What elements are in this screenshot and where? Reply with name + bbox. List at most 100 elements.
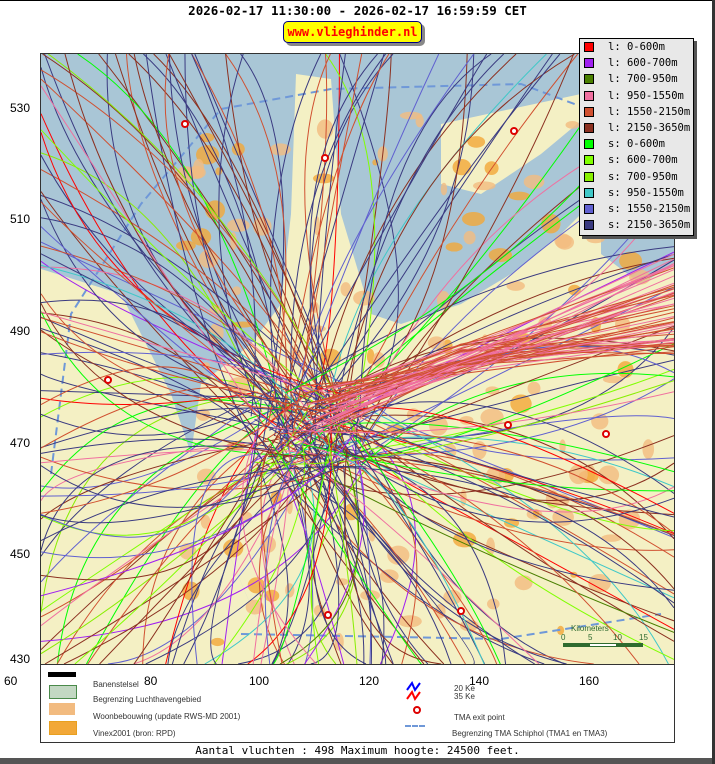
flight-track xyxy=(167,422,358,664)
tma-exit-icon xyxy=(413,706,421,714)
urban-area xyxy=(270,143,291,156)
urban-area xyxy=(602,375,624,384)
tma-exit-point xyxy=(324,611,332,619)
flight-track xyxy=(264,431,312,664)
flight-track xyxy=(260,408,291,664)
x-tick: 60 xyxy=(4,674,18,688)
legend-swatch xyxy=(584,171,594,182)
flight-track xyxy=(299,445,475,664)
flight-track xyxy=(63,396,345,664)
flight-track xyxy=(326,433,358,664)
y-tick: 450 xyxy=(10,547,31,561)
tma-exit-point xyxy=(510,127,518,135)
urban-area xyxy=(415,114,424,128)
flight-track xyxy=(307,465,674,633)
flight-track xyxy=(171,453,317,664)
urban-area xyxy=(232,286,242,296)
flight-track xyxy=(114,54,341,457)
flight-track xyxy=(294,246,674,390)
divider xyxy=(0,0,715,1)
flight-track xyxy=(87,400,356,664)
land-east xyxy=(441,94,601,194)
flight-track xyxy=(41,428,338,520)
flight-track xyxy=(41,465,366,541)
urban-area xyxy=(335,578,349,586)
legend-swatch xyxy=(584,139,594,150)
flight-track xyxy=(41,449,327,464)
flight-track xyxy=(328,292,674,403)
legend-swatch xyxy=(584,203,594,214)
map-canvas[interactable]: Kilometers 0 5 10 15 xyxy=(40,53,675,665)
urban-area xyxy=(467,136,486,148)
x-tick: 160 xyxy=(579,674,600,688)
flight-track xyxy=(353,436,501,664)
urban-area xyxy=(192,158,205,179)
y-tick: 530 xyxy=(10,101,31,115)
urban-area xyxy=(452,159,472,176)
flight-track xyxy=(307,54,517,458)
flight-track xyxy=(278,440,594,664)
tma-exit-points xyxy=(104,120,610,619)
x-tick: 100 xyxy=(249,674,270,688)
noise-contour-icon xyxy=(406,681,421,701)
flight-track xyxy=(318,253,674,392)
legend-label: s: 700-950m xyxy=(608,170,678,183)
flight-track xyxy=(41,316,289,404)
flight-track xyxy=(335,466,674,609)
flight-track xyxy=(303,294,674,412)
flight-track xyxy=(297,393,674,532)
flight-track xyxy=(346,419,674,660)
flight-track xyxy=(264,401,365,664)
flight-track xyxy=(41,331,348,417)
legend-item: l: 600-700m xyxy=(580,55,693,71)
y-tick: 470 xyxy=(10,436,31,450)
flight-track xyxy=(247,401,332,664)
flight-track xyxy=(41,293,355,411)
flight-track xyxy=(142,411,314,664)
legend-item: s: 2150-3650m xyxy=(580,217,693,233)
flight-track xyxy=(260,455,283,664)
flight-track xyxy=(41,129,328,402)
flight-track xyxy=(299,54,328,392)
urban-area xyxy=(462,211,485,226)
scale-bar-segment xyxy=(590,644,616,646)
y-tick: 510 xyxy=(10,212,31,226)
legend-swatch xyxy=(584,106,594,117)
tma-boundary xyxy=(50,82,662,641)
legend-label: l: 2150-3650m xyxy=(608,122,691,135)
flight-track xyxy=(191,54,287,418)
legend-item: l: 0-600m xyxy=(580,39,693,55)
flight-track xyxy=(41,441,256,501)
airport-boundary-label: Begrenzing Luchthavengebied xyxy=(93,695,202,704)
flight-track xyxy=(204,453,315,664)
flight-track xyxy=(304,445,365,664)
flight-track xyxy=(338,439,498,664)
flight-track xyxy=(128,54,339,465)
urban-area xyxy=(200,514,211,529)
flight-track xyxy=(288,418,674,604)
legend-item: s: 950-1550m xyxy=(580,185,693,201)
flight-track xyxy=(238,464,347,664)
flight-track xyxy=(292,443,507,664)
flight-track xyxy=(41,311,313,456)
flight-track xyxy=(323,286,674,406)
flight-track xyxy=(324,54,553,399)
flight-track xyxy=(168,54,343,425)
flight-track xyxy=(254,380,674,465)
flight-track xyxy=(351,412,674,595)
scale-tick: 0 xyxy=(561,633,566,642)
urban-area xyxy=(601,534,622,542)
scale-tick: 10 xyxy=(613,633,622,642)
flight-track xyxy=(340,265,674,401)
flight-summary: Aantal vluchten : 498 Maximum hoogte: 24… xyxy=(195,744,520,757)
urban-area xyxy=(554,233,572,249)
flight-track xyxy=(41,194,327,393)
vinex-swatch xyxy=(49,721,77,735)
flight-track xyxy=(145,54,263,461)
flight-track xyxy=(290,54,387,438)
scale-title: Kilometers xyxy=(571,624,609,633)
vlieghinder-logo[interactable]: www.vlieghinder.nl xyxy=(283,21,422,43)
flight-track xyxy=(290,435,674,513)
flight-track xyxy=(42,54,321,442)
flight-track xyxy=(293,54,475,397)
